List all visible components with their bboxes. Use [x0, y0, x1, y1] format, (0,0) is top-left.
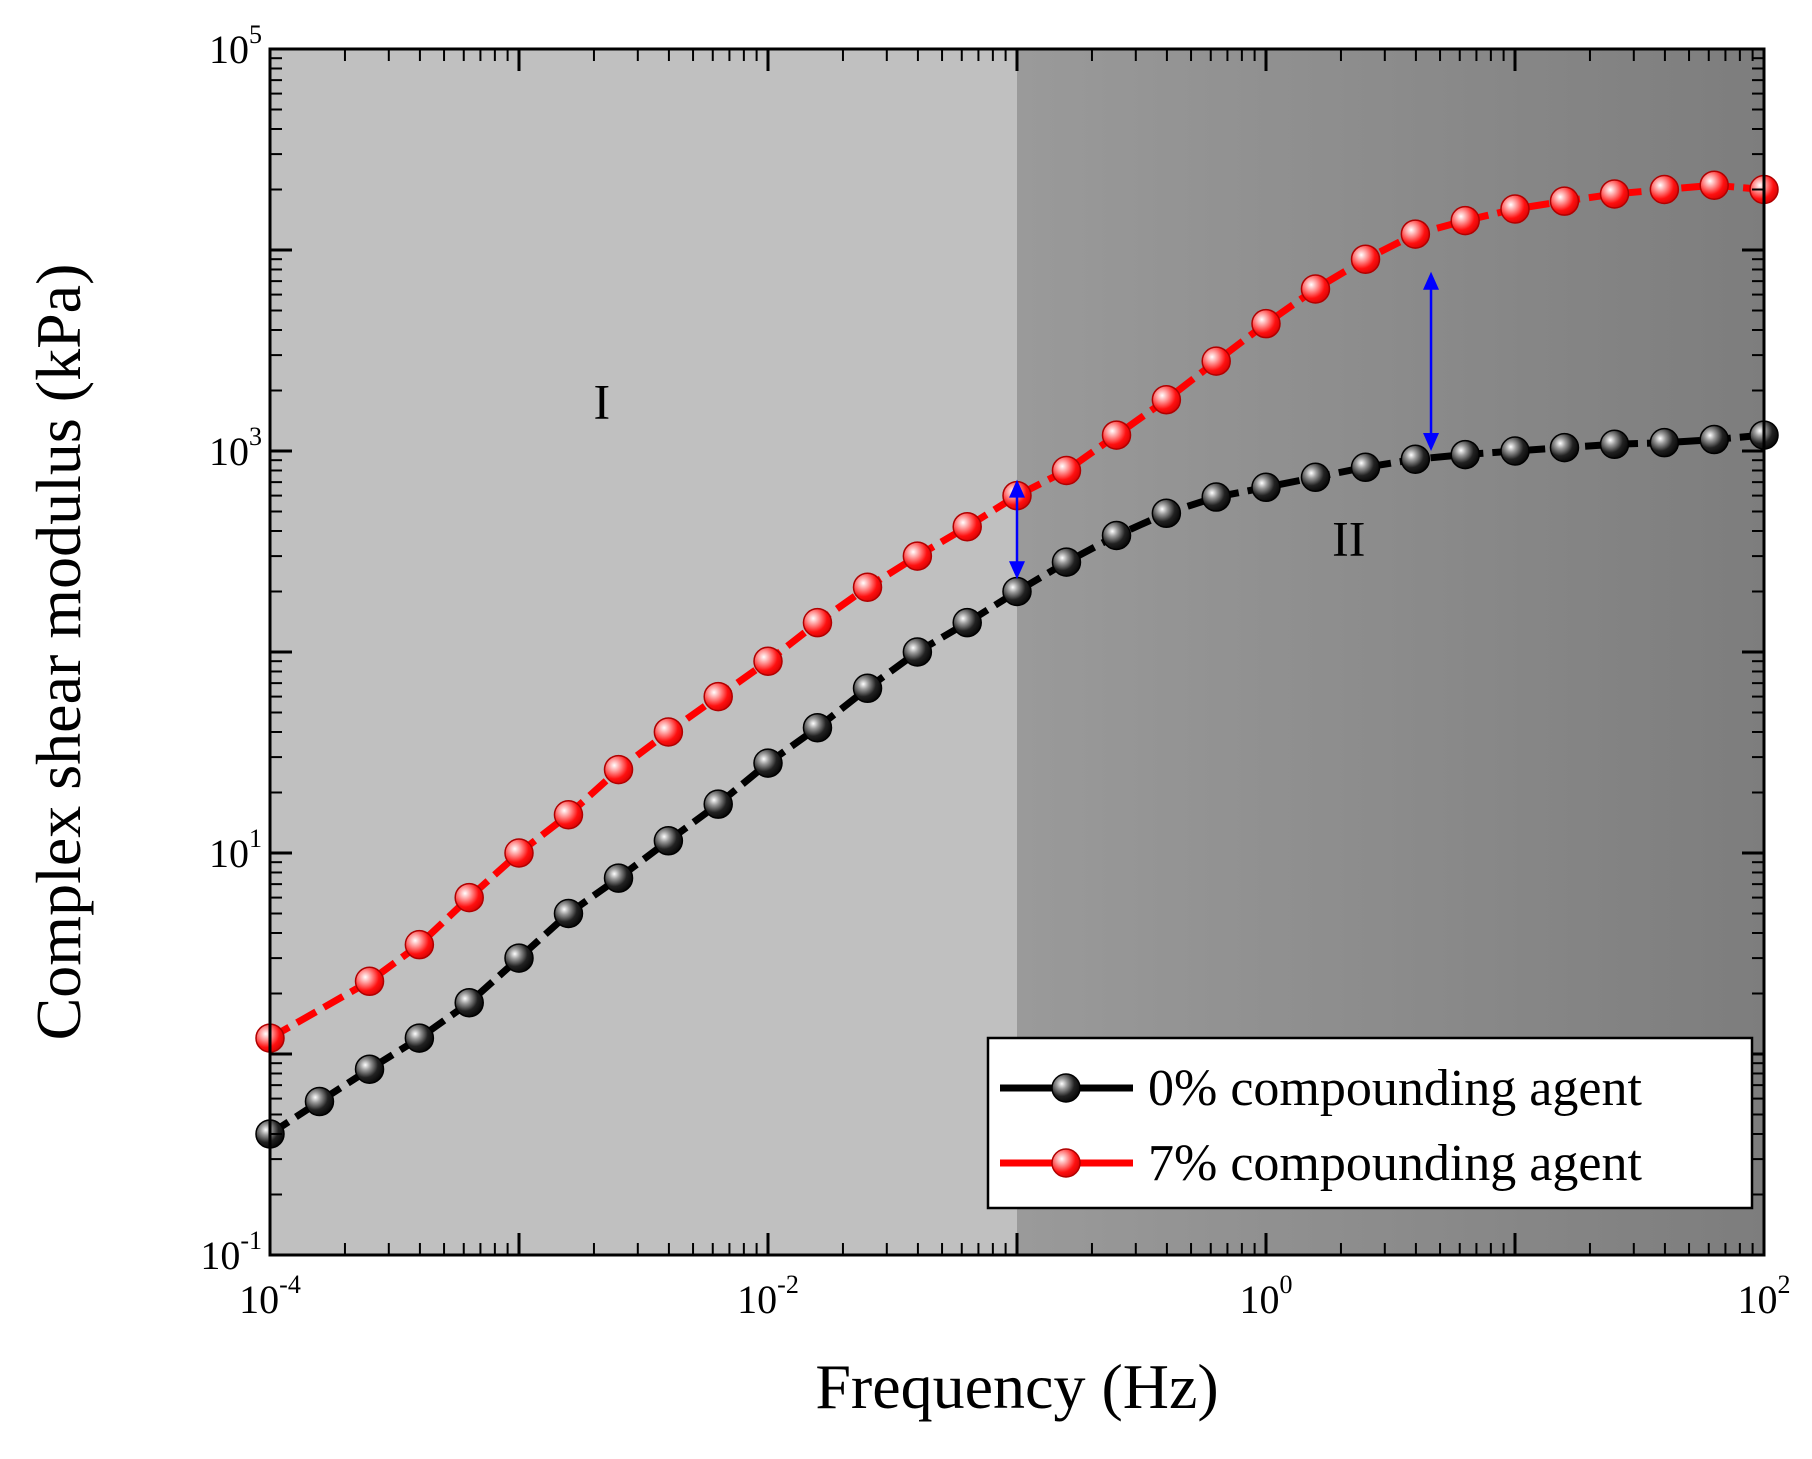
data-point [1450, 205, 1480, 236]
data-point [1151, 498, 1182, 529]
y-tick-label: 103 [209, 422, 262, 474]
legend-box [986, 1036, 1754, 1210]
data-point [354, 966, 385, 997]
data-point [753, 646, 783, 676]
data-point [404, 1023, 435, 1053]
legend-label: 7% compounding agent [1148, 1135, 1642, 1192]
legend-marker [1051, 1148, 1081, 1178]
double-arrow [1423, 271, 1440, 451]
y-axis-title: Complex shear modulus (kPa) [23, 264, 94, 1041]
series-layer [255, 170, 1779, 1149]
data-point [553, 799, 584, 830]
data-point [1101, 520, 1132, 551]
data-point [1051, 547, 1082, 577]
data-point [1300, 462, 1331, 493]
x-tick-label: 100 [1240, 1270, 1293, 1322]
data-point [504, 838, 534, 868]
data-point [1151, 384, 1182, 415]
data-point [603, 754, 634, 785]
data-point [1500, 436, 1530, 466]
legend-marker [1051, 1073, 1081, 1103]
data-point [1649, 427, 1680, 458]
data-point [1699, 424, 1729, 455]
region-labels: III [593, 374, 1365, 567]
axis-ticks [268, 47, 1766, 1257]
data-point [553, 898, 584, 929]
data-point [802, 712, 833, 743]
data-point [504, 943, 534, 973]
legend: 0% compounding agent 7% compounding agent [986, 1036, 1754, 1210]
data-point [354, 1054, 385, 1084]
data-point [952, 607, 982, 638]
legend-item: 7% compounding agent [1000, 1135, 1642, 1192]
data-point [1251, 472, 1281, 503]
data-point [1201, 346, 1231, 376]
data-point [1201, 482, 1231, 512]
series-1 [255, 420, 1779, 1149]
double-arrow [1009, 479, 1025, 580]
data-point [1599, 429, 1630, 460]
data-point [1549, 432, 1580, 463]
data-point [1400, 219, 1431, 249]
data-point [1051, 455, 1082, 486]
data-point [1300, 274, 1331, 304]
data-point [1450, 439, 1480, 470]
y-tick-label: 10-1 [200, 1226, 262, 1278]
annotation-arrows [1009, 271, 1440, 580]
region-label-1: I [593, 374, 610, 430]
data-point [1699, 170, 1729, 200]
axis-tick-labels: 10-4 10-2 100 102 10-1 101 103 105 [200, 20, 1790, 1322]
x-tick-label: 10-2 [737, 1270, 799, 1322]
data-point [802, 607, 833, 638]
y-tick-label: 101 [209, 824, 262, 876]
data-point [304, 1086, 335, 1117]
data-point [1549, 186, 1580, 216]
data-point [1500, 194, 1530, 224]
x-axis-title: Frequency (Hz) [815, 1351, 1218, 1422]
data-point [703, 789, 733, 819]
data-point [703, 681, 733, 712]
series-2 [255, 170, 1779, 1053]
region-1 [270, 49, 1017, 1255]
data-point [1251, 308, 1281, 339]
legend-item: 0% compounding agent [1000, 1060, 1642, 1117]
data-point [454, 987, 484, 1018]
data-point [852, 673, 883, 704]
x-tick-label: 102 [1738, 1270, 1791, 1322]
data-point [1599, 179, 1630, 209]
data-point [404, 929, 435, 960]
data-point [603, 863, 634, 893]
data-point [902, 541, 933, 571]
data-point [454, 882, 484, 913]
data-point [653, 717, 684, 747]
data-point [1400, 444, 1431, 474]
legend-label: 0% compounding agent [1148, 1060, 1642, 1117]
data-point [1101, 420, 1132, 450]
region-label-2: II [1332, 511, 1365, 567]
data-point [1649, 174, 1680, 205]
data-point [1002, 576, 1032, 607]
data-point [653, 826, 684, 856]
data-point [952, 511, 982, 542]
y-tick-label: 105 [209, 20, 262, 72]
data-point [753, 748, 783, 778]
data-point [852, 572, 883, 602]
x-tick-label: 10-4 [239, 1270, 301, 1322]
data-point [902, 637, 933, 667]
data-point [1350, 452, 1381, 483]
data-point [1350, 244, 1381, 274]
